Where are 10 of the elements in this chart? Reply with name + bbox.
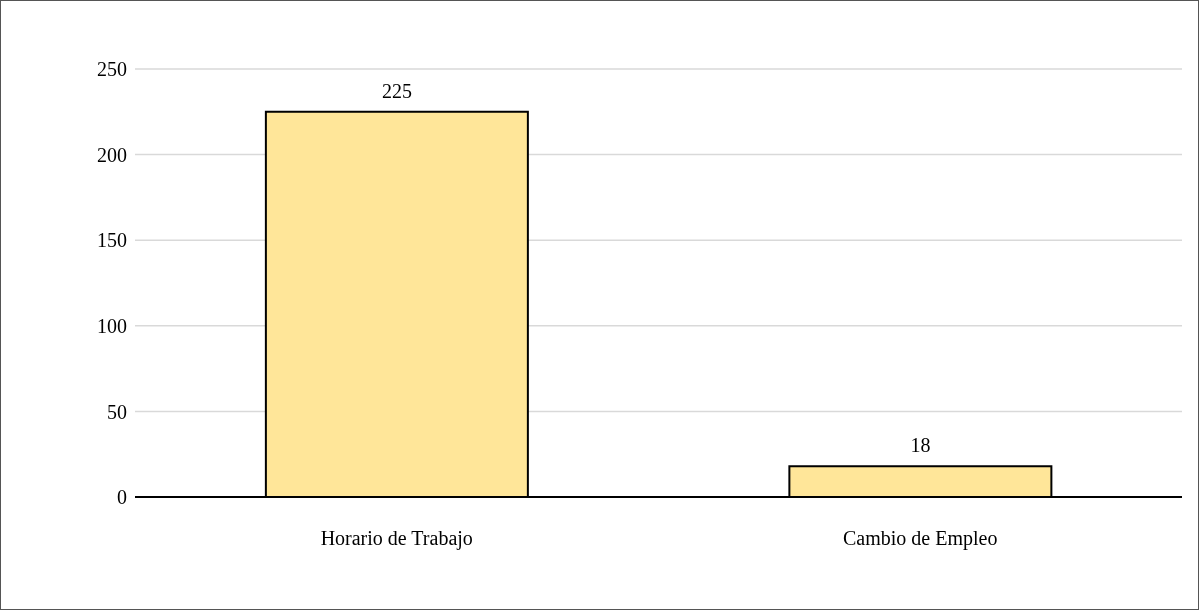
- y-tick-label: 0: [117, 486, 127, 509]
- y-tick-label: 100: [97, 314, 127, 337]
- data-label: 225: [381, 79, 412, 102]
- y-tick-label: 150: [97, 229, 127, 252]
- x-tick-label: Cambio de Empleo: [843, 527, 998, 551]
- x-tick-label: Horario de Trabajo: [320, 527, 473, 551]
- data-label: 18: [910, 434, 931, 457]
- y-tick-label: 200: [97, 143, 127, 166]
- y-tick-label: 50: [107, 400, 127, 423]
- y-tick-label: 250: [97, 58, 127, 81]
